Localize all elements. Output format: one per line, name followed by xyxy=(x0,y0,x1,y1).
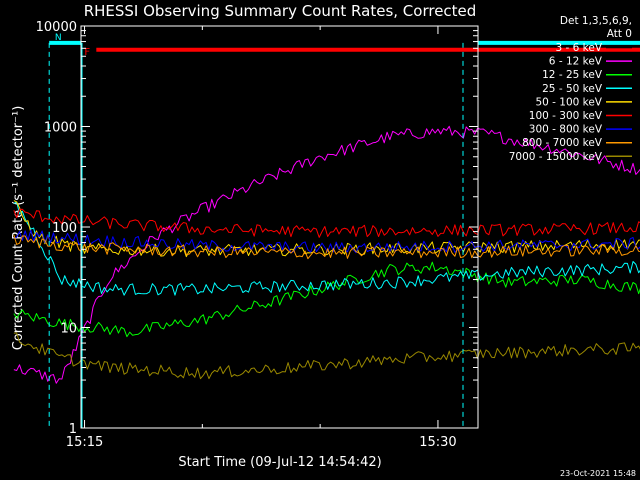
legend-entry-1: 3 - 6 keV xyxy=(555,42,602,54)
y-tick-label-1: 1 xyxy=(69,422,77,437)
y-tick-label-2: 10 xyxy=(60,322,77,337)
y-tick-label-4: 1000 xyxy=(44,121,77,136)
axes-layer: 15:0015:1515:3015:4516:0016:1516:3011010… xyxy=(36,20,479,450)
legend-entry-4: 25 - 50 keV xyxy=(542,83,603,95)
flags-layer: FN xyxy=(48,33,640,428)
x-axis-label: Start Time (09-Jul-12 14:54:42) xyxy=(178,455,381,470)
series-line-2 xyxy=(13,125,640,384)
series-line-9 xyxy=(13,332,640,380)
series-line-5 xyxy=(13,200,640,258)
legend-entry-2: 6 - 12 keV xyxy=(549,56,603,68)
y-axis-label: Corrected Count Rate (s⁻¹ detector⁻¹) xyxy=(11,106,26,351)
legend-entry-8: 800 - 7000 keV xyxy=(522,137,603,149)
series-line-4 xyxy=(13,201,640,296)
legend-entry-3: 12 - 25 keV xyxy=(542,69,603,81)
legend-header-1: Det 1,3,5,6,9, xyxy=(560,15,632,27)
flare-flag-label: F xyxy=(84,47,90,58)
series-layer xyxy=(13,125,640,384)
y-tick-label-5: 10000 xyxy=(36,20,77,35)
series-line-3 xyxy=(13,261,640,338)
legend: Det 1,3,5,6,9,Att 0 3 - 6 keV 6 - 12 keV12… xyxy=(509,15,632,163)
legend-header-2: Att 0 xyxy=(607,28,632,40)
series-line-6 xyxy=(13,208,640,238)
series-line-7 xyxy=(13,229,640,254)
legend-entry-9: 7000 - 15000 keV xyxy=(509,151,603,163)
legend-entry-7: 300 - 800 keV xyxy=(529,124,603,136)
x-tick-label-2: 15:15 xyxy=(66,435,103,450)
legend-entry-6: 100 - 300 keV xyxy=(529,110,603,122)
legend-entry-5: 50 - 100 keV xyxy=(535,96,602,108)
plot-date-stamp: 23-Oct-2021 15:48 xyxy=(560,469,636,478)
x-tick-label-3: 15:30 xyxy=(419,435,456,450)
series-line-1 xyxy=(13,141,640,379)
night-flag-label: N xyxy=(55,33,62,43)
y-tick-label-3: 100 xyxy=(52,221,77,236)
chart-title: RHESSI Observing Summary Count Rates, Co… xyxy=(84,2,477,20)
series-line-8 xyxy=(13,234,640,260)
